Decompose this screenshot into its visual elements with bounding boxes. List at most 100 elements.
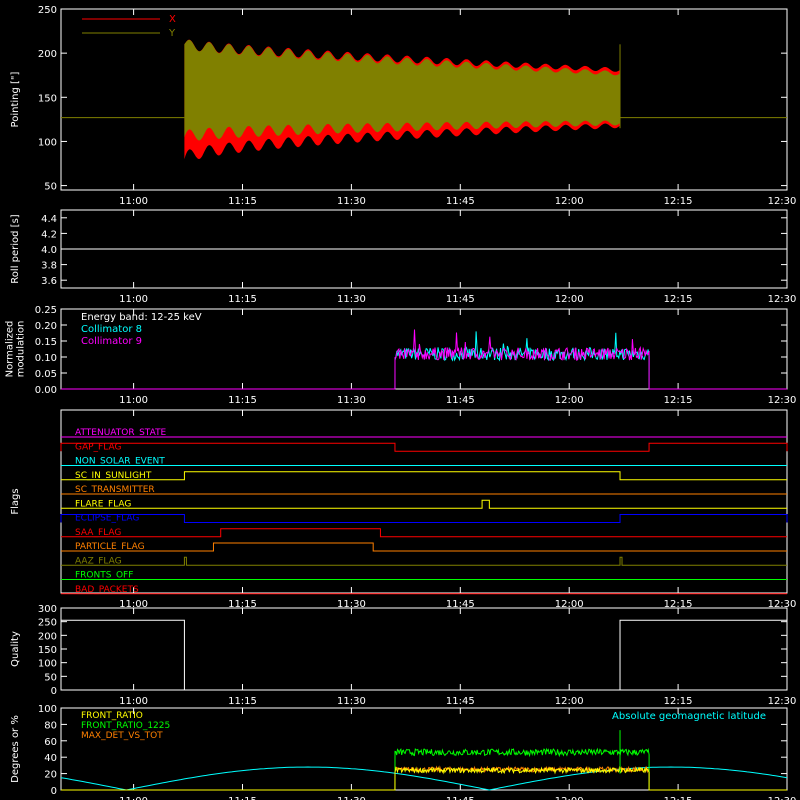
plot-frame bbox=[60, 409, 788, 594]
legend-collimator-9: Collimator 9 bbox=[81, 336, 142, 347]
x-tick-label: 11:45 bbox=[446, 395, 475, 406]
legend-collimator-8: Collimator 8 bbox=[81, 324, 142, 335]
x-tick-label: 11:45 bbox=[446, 696, 475, 707]
flag-line bbox=[61, 471, 787, 481]
x-tick-label: 11:15 bbox=[228, 696, 257, 707]
y-tick-label: 150 bbox=[38, 93, 57, 104]
x-tick-label: 12:30 bbox=[768, 599, 797, 610]
x-tick-label: 12:00 bbox=[555, 196, 584, 207]
y-tick-label: 0.00 bbox=[35, 385, 57, 396]
x-tick-label: 11:00 bbox=[119, 395, 148, 406]
y-tick-label: 0.15 bbox=[35, 337, 57, 348]
x-tick-label: 11:15 bbox=[228, 599, 257, 610]
y-tick-label: 80 bbox=[44, 720, 57, 731]
x-tick-label: 11:15 bbox=[228, 796, 257, 800]
plot-frame bbox=[60, 707, 788, 791]
y-tick-label: 0.10 bbox=[35, 353, 57, 364]
y-tick-label: 100 bbox=[38, 137, 57, 148]
y-axis-label: Quality bbox=[10, 631, 21, 667]
x-tick-label: 11:15 bbox=[228, 395, 257, 406]
x-tick-label: 11:00 bbox=[119, 796, 148, 800]
series-front-ratio bbox=[61, 766, 787, 791]
flag-label: NON_SOLAR_EVENT bbox=[75, 457, 165, 467]
y-axis-label: Roll period [s] bbox=[10, 214, 21, 283]
roll-period-panel: 3.6 3.8 4.0 4.2 4.4 11:00 11:15 11:30 11:45 12:00… bbox=[10, 209, 796, 305]
y-axis-label: Flags bbox=[10, 488, 21, 514]
x-tick-label: 11:15 bbox=[228, 294, 257, 305]
y-tick-label: 4.4 bbox=[41, 214, 57, 225]
flag-line bbox=[60, 514, 788, 523]
x-tick-label: 12:30 bbox=[768, 696, 797, 707]
x-tick-label: 11:00 bbox=[119, 294, 148, 305]
x-tick-label: 12:00 bbox=[555, 696, 584, 707]
x-tick-label: 12:00 bbox=[555, 599, 584, 610]
x-tick-label: 11:30 bbox=[337, 796, 366, 800]
x-tick-label: 12:15 bbox=[664, 599, 693, 610]
y-tick-label: 150 bbox=[38, 645, 57, 656]
series-max-det-vs-tot bbox=[61, 765, 787, 791]
legend-y-label: Y bbox=[168, 28, 176, 39]
x-tick-label: 11:30 bbox=[337, 696, 366, 707]
x-tick-label: 11:30 bbox=[337, 196, 366, 207]
y-tick-label: 250 bbox=[38, 5, 57, 16]
flag-line bbox=[60, 442, 788, 452]
series-collimator-9 bbox=[61, 329, 787, 390]
y-tick-label: 4.2 bbox=[41, 229, 57, 240]
x-tick-label: 11:30 bbox=[337, 294, 366, 305]
y-tick-label: 100 bbox=[38, 704, 57, 715]
y-tick-label: 250 bbox=[38, 618, 57, 629]
flag-line bbox=[61, 542, 787, 552]
x-tick-label: 12:15 bbox=[664, 196, 693, 207]
flag-line bbox=[61, 528, 787, 538]
legend-front-ratio-1225: FRONT_RATIO_1225 bbox=[81, 721, 170, 731]
y-tick-label: 0 bbox=[51, 686, 57, 697]
legend-max-det-vs-tot: MAX_DET_VS_TOT bbox=[81, 731, 163, 741]
energy-band-label: Energy band: 12-25 keV bbox=[81, 312, 202, 323]
y-tick-label: 40 bbox=[44, 753, 57, 764]
x-tick-label: 11:30 bbox=[337, 599, 366, 610]
x-tick-label: 12:30 bbox=[768, 796, 797, 800]
plot-frame bbox=[60, 308, 788, 390]
flag-label: BAD_PACKETS bbox=[75, 585, 139, 595]
y-tick-label: 200 bbox=[38, 631, 57, 642]
flag-label: AAZ_FLAG bbox=[75, 556, 122, 566]
y-tick-label: 3.6 bbox=[41, 276, 57, 287]
flag-label: ECLIPSE_FLAG bbox=[75, 514, 139, 524]
y-tick-label: 0.20 bbox=[35, 321, 57, 332]
x-tick-label: 12:30 bbox=[768, 196, 797, 207]
x-tick-label: 11:00 bbox=[119, 599, 148, 610]
x-tick-label: 11:30 bbox=[337, 395, 366, 406]
y-tick-label: 50 bbox=[44, 672, 57, 683]
modulation-panel: 0.00 0.05 0.10 0.15 0.20 0.25 11:00 11:15 11:30 1… bbox=[5, 305, 797, 406]
y-axis-label: Degrees or % bbox=[10, 715, 21, 783]
y-axis-label: Pointing ["] bbox=[10, 71, 21, 127]
flag-label: SC_IN_SUNLIGHT bbox=[75, 471, 152, 481]
pointing-panel: 50 100 150 200 250 11:00 11:15 11:30 11:45 12:00 1… bbox=[10, 5, 796, 207]
flag-label: GAP_FLAG bbox=[75, 442, 121, 452]
x-tick-label: 12:15 bbox=[664, 696, 693, 707]
flag-label: PARTICLE_FLAG bbox=[75, 542, 145, 552]
plot-frame bbox=[60, 8, 788, 191]
x-tick-label: 12:15 bbox=[664, 395, 693, 406]
legend-front-ratio: FRONT_RATIO bbox=[81, 711, 143, 721]
ratio-panel: 0 20 40 60 80 100 11:00 11:15 11:30 11:45 12:00 12:… bbox=[10, 704, 796, 800]
flag-label: FRONTS_OFF bbox=[75, 571, 133, 581]
y-tick-label: 60 bbox=[44, 737, 57, 748]
y-tick-label: 200 bbox=[38, 49, 57, 60]
y-tick-label: 20 bbox=[44, 770, 57, 781]
series-collimator-8 bbox=[61, 331, 787, 390]
y-tick-label: 100 bbox=[38, 659, 57, 670]
x-tick-label: 11:00 bbox=[119, 696, 148, 707]
y-tick-label: 0 bbox=[51, 786, 57, 797]
x-tick-label: 11:45 bbox=[446, 294, 475, 305]
x-tick-label: 12:15 bbox=[664, 796, 693, 800]
series-y-band bbox=[184, 39, 620, 141]
x-tick-label: 11:45 bbox=[446, 796, 475, 800]
y-axis-label: Normalized bbox=[5, 321, 16, 378]
series-front-ratio-1225 bbox=[61, 747, 787, 791]
x-tick-label: 12:00 bbox=[555, 294, 584, 305]
quality-line bbox=[61, 619, 787, 691]
y-tick-label: 300 bbox=[38, 604, 57, 615]
flag-line bbox=[61, 499, 787, 509]
